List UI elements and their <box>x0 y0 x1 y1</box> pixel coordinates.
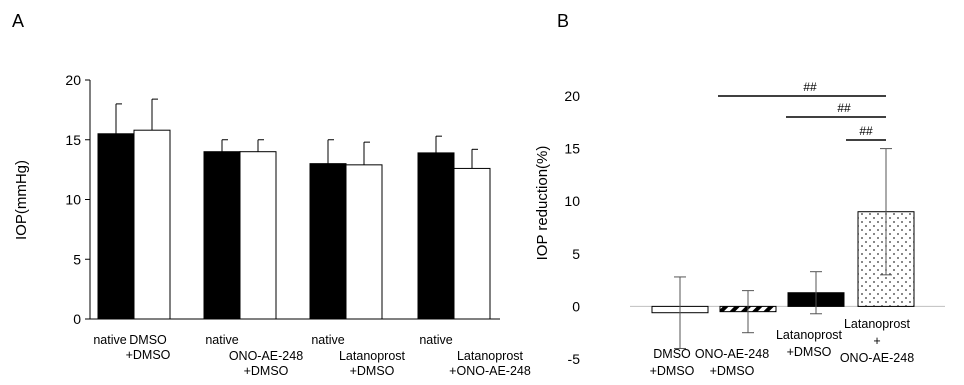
bar-black <box>417 152 455 320</box>
x-label-native: native <box>419 333 452 347</box>
panel-b-x-labels: DMSO+DMSOONO-AE-248+DMSOLatanoprost+DMSO… <box>650 317 915 378</box>
bar-black <box>97 133 135 320</box>
panel-a-x-labels: native DMSO+DMSOnativeONO-AE-248+DMSOnati… <box>93 333 531 378</box>
panel-b-bars <box>651 148 915 349</box>
x-label-treatment: DMSO <box>129 333 167 347</box>
bar-white <box>453 167 491 320</box>
x-label-native: native <box>311 333 344 347</box>
x-category-label: +DMSO <box>710 364 755 378</box>
bar-white <box>239 151 277 320</box>
panel-a-y-axis-label: IOP(mmHg) <box>13 160 30 240</box>
x-category-label: +DMSO <box>787 345 832 359</box>
y-tick-label: 15 <box>564 141 580 157</box>
y-tick-label: 5 <box>572 246 580 262</box>
bar-black <box>309 163 347 320</box>
x-label-treatment: Latanoprost <box>457 349 524 363</box>
x-category-label: ONO-AE-248 <box>695 347 769 361</box>
x-category-label: ONO-AE-248 <box>840 351 914 365</box>
significance-label: ## <box>803 80 817 94</box>
x-label-treatment: +DMSO <box>350 364 395 378</box>
y-tick-label: 5 <box>73 251 81 267</box>
x-category-label: + <box>873 334 880 348</box>
x-label-treatment: Latanoprost <box>339 349 406 363</box>
x-category-label: +DMSO <box>650 364 695 378</box>
panel-b-significance: ## ## ## <box>718 80 886 141</box>
y-tick-label: -5 <box>568 351 581 367</box>
y-tick-label: 10 <box>65 192 81 208</box>
x-label-treatment: +DMSO <box>244 364 289 378</box>
significance-label: ## <box>837 101 851 115</box>
y-tick-label: 0 <box>572 298 580 314</box>
y-tick-label: 20 <box>564 88 580 104</box>
bar-black <box>203 151 241 320</box>
x-label-treatment: +DMSO <box>126 348 171 362</box>
x-category-label: DMSO <box>653 347 691 361</box>
panel-b-letter: B <box>557 11 569 31</box>
bar-white <box>133 129 171 320</box>
panel-a-letter: A <box>12 11 24 31</box>
x-label-treatment: ONO-AE-248 <box>229 349 303 363</box>
bar-white <box>345 164 383 320</box>
y-tick-label: 15 <box>65 132 81 148</box>
x-label-native: native <box>93 333 126 347</box>
x-category-label: Latanoprost <box>776 328 843 342</box>
panel-b: B -5 0 5 10 15 20 IOP reduction(%) ## ## ## DMS… <box>534 11 945 378</box>
panel-a-bars <box>90 98 500 320</box>
panel-b-y-axis-label: IOP reduction(%) <box>534 146 551 261</box>
y-tick-label: 20 <box>65 72 81 88</box>
x-label-treatment: +ONO-AE-248 <box>449 364 531 378</box>
x-label-native: native <box>205 333 238 347</box>
x-category-label: Latanoprost <box>844 317 911 331</box>
panel-a-y-axis: 0 5 10 15 20 <box>65 72 91 327</box>
significance-label: ## <box>859 124 873 138</box>
y-tick-label: 10 <box>564 193 580 209</box>
y-tick-label: 0 <box>73 311 81 327</box>
